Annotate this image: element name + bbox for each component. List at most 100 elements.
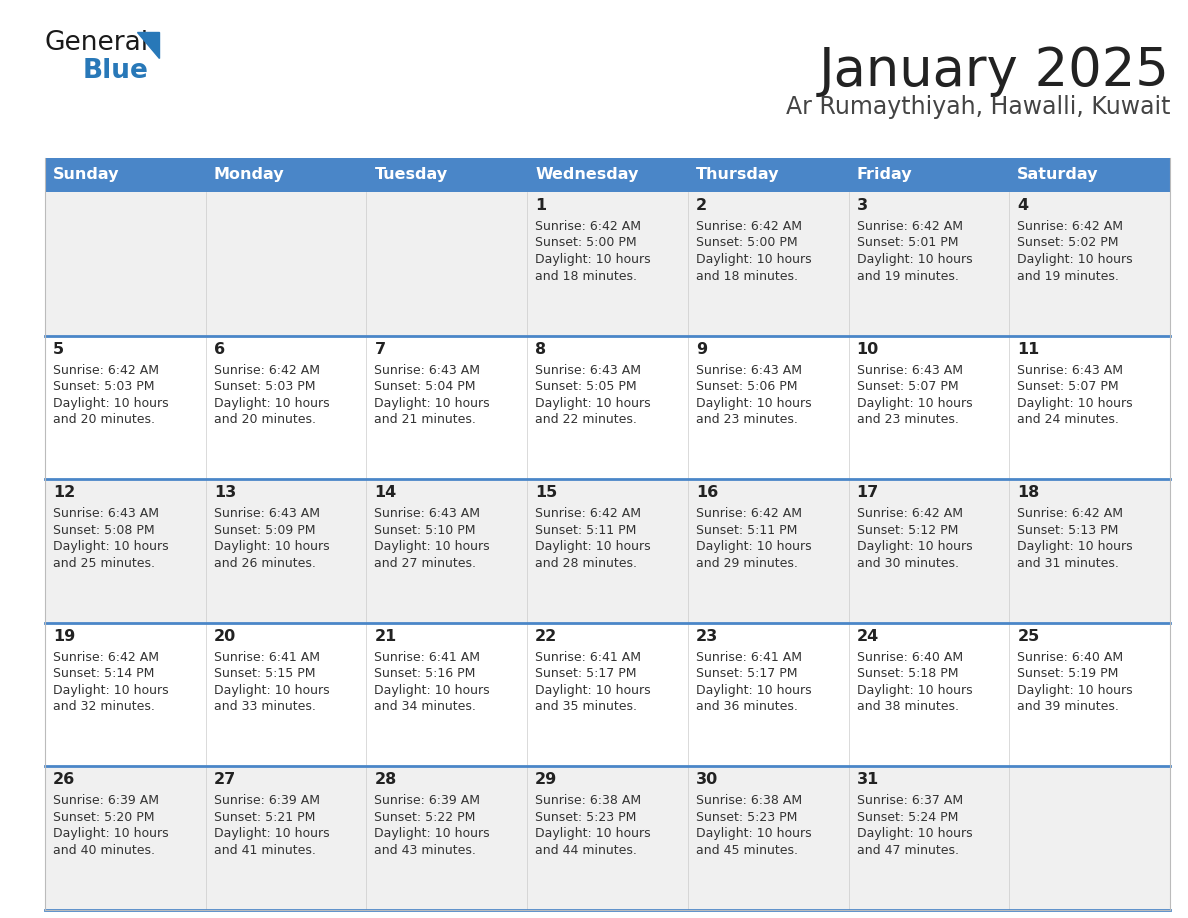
Text: Sunrise: 6:41 AM: Sunrise: 6:41 AM [535,651,642,664]
Text: and 30 minutes.: and 30 minutes. [857,556,959,570]
Text: Daylight: 10 hours: Daylight: 10 hours [214,827,329,840]
Text: and 43 minutes.: and 43 minutes. [374,844,476,856]
Text: and 18 minutes.: and 18 minutes. [535,270,637,283]
Text: and 40 minutes.: and 40 minutes. [53,844,154,856]
Text: Daylight: 10 hours: Daylight: 10 hours [535,253,651,266]
Text: Sunset: 5:15 PM: Sunset: 5:15 PM [214,667,315,680]
Text: Daylight: 10 hours: Daylight: 10 hours [696,253,811,266]
Text: Daylight: 10 hours: Daylight: 10 hours [374,540,491,554]
Text: Daylight: 10 hours: Daylight: 10 hours [53,540,169,554]
Text: Sunset: 5:13 PM: Sunset: 5:13 PM [1017,523,1119,537]
Text: and 36 minutes.: and 36 minutes. [696,700,797,713]
Bar [848,336,1010,479]
Text: and 25 minutes.: and 25 minutes. [53,556,154,570]
Text: and 23 minutes.: and 23 minutes. [696,413,797,426]
Text: Sunset: 5:18 PM: Sunset: 5:18 PM [857,667,958,680]
Text: January 2025: January 2025 [819,45,1170,97]
Bar [688,479,848,622]
Bar [527,479,688,622]
Text: Sunrise: 6:39 AM: Sunrise: 6:39 AM [214,794,320,808]
Text: 1: 1 [535,198,546,213]
Text: Saturday: Saturday [1017,167,1099,183]
Text: Daylight: 10 hours: Daylight: 10 hours [214,397,329,409]
Text: Sunset: 5:11 PM: Sunset: 5:11 PM [696,523,797,537]
Text: Sunrise: 6:43 AM: Sunrise: 6:43 AM [374,364,480,376]
Text: 23: 23 [696,629,718,644]
Text: and 33 minutes.: and 33 minutes. [214,700,316,713]
Text: 26: 26 [53,772,75,788]
Text: Daylight: 10 hours: Daylight: 10 hours [214,540,329,554]
Text: Sunrise: 6:42 AM: Sunrise: 6:42 AM [857,220,962,233]
Text: 30: 30 [696,772,718,788]
Text: Sunset: 5:06 PM: Sunset: 5:06 PM [696,380,797,393]
Text: Sunrise: 6:40 AM: Sunrise: 6:40 AM [857,651,962,664]
Text: Sunrise: 6:40 AM: Sunrise: 6:40 AM [1017,651,1124,664]
Text: Sunrise: 6:41 AM: Sunrise: 6:41 AM [696,651,802,664]
Text: 20: 20 [214,629,236,644]
Text: Daylight: 10 hours: Daylight: 10 hours [535,397,651,409]
Text: Sunset: 5:19 PM: Sunset: 5:19 PM [1017,667,1119,680]
Text: Daylight: 10 hours: Daylight: 10 hours [696,684,811,697]
Text: 14: 14 [374,486,397,500]
Bar [688,336,848,479]
Text: and 23 minutes.: and 23 minutes. [857,413,959,426]
Text: Sunrise: 6:38 AM: Sunrise: 6:38 AM [696,794,802,808]
Bar [688,767,848,910]
Bar [527,158,688,192]
Bar [1010,767,1170,910]
Text: and 27 minutes.: and 27 minutes. [374,556,476,570]
Text: 13: 13 [214,486,236,500]
Text: and 24 minutes.: and 24 minutes. [1017,413,1119,426]
Text: Daylight: 10 hours: Daylight: 10 hours [535,684,651,697]
Text: Sunrise: 6:42 AM: Sunrise: 6:42 AM [53,364,159,376]
Text: Sunrise: 6:42 AM: Sunrise: 6:42 AM [535,220,642,233]
Text: and 38 minutes.: and 38 minutes. [857,700,959,713]
Text: Sunset: 5:14 PM: Sunset: 5:14 PM [53,667,154,680]
Text: Sunrise: 6:42 AM: Sunrise: 6:42 AM [535,508,642,521]
Text: Sunrise: 6:43 AM: Sunrise: 6:43 AM [374,508,480,521]
Bar [1010,158,1170,192]
Text: Sunset: 5:01 PM: Sunset: 5:01 PM [857,237,958,250]
Text: General: General [45,30,150,56]
Bar [45,336,206,479]
Text: and 19 minutes.: and 19 minutes. [857,270,959,283]
Text: Daylight: 10 hours: Daylight: 10 hours [535,540,651,554]
Text: and 44 minutes.: and 44 minutes. [535,844,637,856]
Text: Sunset: 5:23 PM: Sunset: 5:23 PM [535,811,637,823]
Text: Daylight: 10 hours: Daylight: 10 hours [857,253,972,266]
Text: Sunrise: 6:43 AM: Sunrise: 6:43 AM [1017,364,1124,376]
Bar [45,767,206,910]
Text: 16: 16 [696,486,718,500]
Text: Daylight: 10 hours: Daylight: 10 hours [1017,397,1133,409]
Text: and 31 minutes.: and 31 minutes. [1017,556,1119,570]
Text: 22: 22 [535,629,557,644]
Bar [366,158,527,192]
Text: Tuesday: Tuesday [374,167,448,183]
Text: 18: 18 [1017,486,1040,500]
Text: 4: 4 [1017,198,1029,213]
Text: 28: 28 [374,772,397,788]
Text: Sunrise: 6:42 AM: Sunrise: 6:42 AM [1017,508,1124,521]
Bar [527,622,688,767]
Text: Wednesday: Wednesday [535,167,638,183]
Bar [527,336,688,479]
Text: Daylight: 10 hours: Daylight: 10 hours [1017,540,1133,554]
Bar [366,479,527,622]
Text: 5: 5 [53,341,64,356]
Bar [848,192,1010,336]
Text: Sunset: 5:21 PM: Sunset: 5:21 PM [214,811,315,823]
Bar [848,622,1010,767]
Bar [1010,479,1170,622]
Text: Sunrise: 6:43 AM: Sunrise: 6:43 AM [214,508,320,521]
Text: Sunset: 5:02 PM: Sunset: 5:02 PM [1017,237,1119,250]
Text: 6: 6 [214,341,225,356]
Text: and 21 minutes.: and 21 minutes. [374,413,476,426]
Bar [366,767,527,910]
Text: 15: 15 [535,486,557,500]
Bar [206,479,366,622]
Bar [206,336,366,479]
Text: Sunset: 5:04 PM: Sunset: 5:04 PM [374,380,476,393]
Text: Sunrise: 6:42 AM: Sunrise: 6:42 AM [1017,220,1124,233]
Text: 21: 21 [374,629,397,644]
Text: Sunset: 5:24 PM: Sunset: 5:24 PM [857,811,958,823]
